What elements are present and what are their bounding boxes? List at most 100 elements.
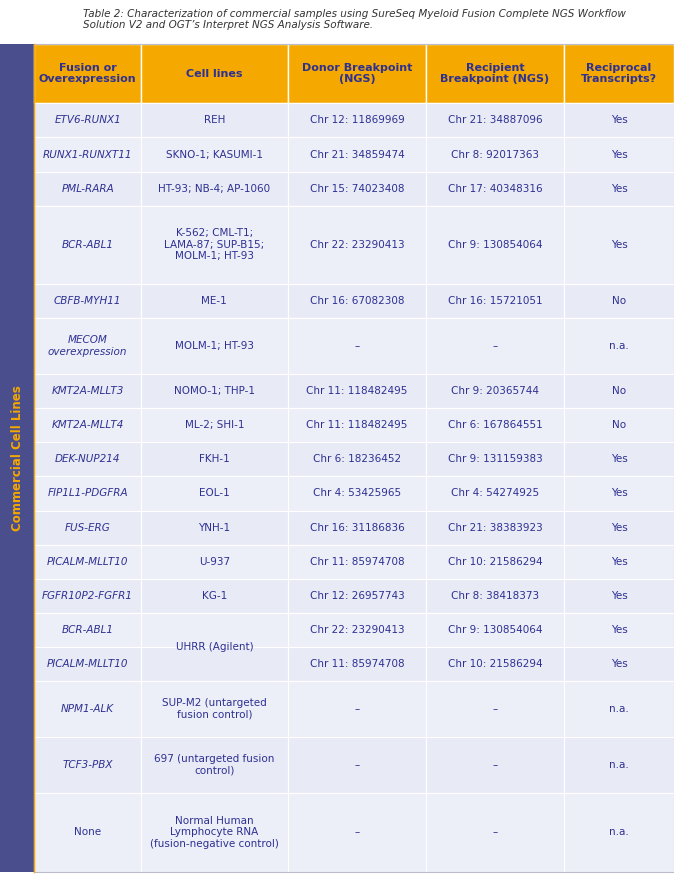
Bar: [564, 172, 674, 206]
Bar: [288, 442, 426, 477]
Bar: [141, 318, 288, 374]
Text: Chr 9: 130854064: Chr 9: 130854064: [448, 625, 543, 635]
Bar: [141, 284, 288, 318]
Bar: [141, 442, 288, 477]
Text: DEK-NUP214: DEK-NUP214: [55, 455, 121, 464]
Bar: [141, 477, 288, 511]
Bar: [141, 612, 288, 646]
Text: Recipient
Breakpoint (NGS): Recipient Breakpoint (NGS): [441, 63, 549, 84]
Text: KG-1: KG-1: [202, 590, 227, 601]
Bar: [564, 284, 674, 318]
Bar: [34, 284, 141, 318]
Bar: [288, 579, 426, 612]
Text: –: –: [355, 704, 359, 714]
Bar: [141, 511, 288, 545]
Text: MECOM
overexpression: MECOM overexpression: [48, 336, 127, 357]
Bar: [141, 206, 288, 284]
Text: –: –: [355, 341, 359, 351]
Bar: [141, 44, 288, 103]
Text: PICALM-MLLT10: PICALM-MLLT10: [47, 659, 128, 668]
Bar: [0, 44, 34, 872]
Bar: [34, 374, 141, 408]
Text: n.a.: n.a.: [609, 704, 629, 714]
Text: Chr 6: 167864551: Chr 6: 167864551: [448, 420, 543, 430]
Text: ETV6-RUNX1: ETV6-RUNX1: [54, 116, 121, 125]
Text: Chr 11: 118482495: Chr 11: 118482495: [306, 386, 408, 396]
Text: MOLM-1; HT-93: MOLM-1; HT-93: [175, 341, 254, 351]
Text: None: None: [74, 828, 101, 837]
Bar: [34, 737, 141, 794]
Bar: [141, 794, 288, 872]
Text: No: No: [612, 386, 626, 396]
Bar: [426, 646, 564, 681]
Bar: [564, 477, 674, 511]
Text: FGFR10P2-FGFR1: FGFR10P2-FGFR1: [42, 590, 133, 601]
Bar: [288, 477, 426, 511]
Bar: [288, 408, 426, 442]
Bar: [564, 138, 674, 172]
Text: BCR-ABL1: BCR-ABL1: [61, 240, 114, 250]
Text: EOL-1: EOL-1: [199, 489, 230, 498]
Bar: [288, 681, 426, 737]
Text: Reciprocal
Transcripts?: Reciprocal Transcripts?: [581, 63, 657, 84]
Text: Chr 12: 26957743: Chr 12: 26957743: [309, 590, 404, 601]
Bar: [34, 103, 141, 138]
Text: Yes: Yes: [611, 150, 627, 159]
Text: Chr 4: 54274925: Chr 4: 54274925: [451, 489, 539, 498]
Bar: [426, 545, 564, 579]
Text: KMT2A-MLLT3: KMT2A-MLLT3: [51, 386, 124, 396]
Text: Yes: Yes: [611, 659, 627, 668]
Bar: [34, 477, 141, 511]
Text: KMT2A-MLLT4: KMT2A-MLLT4: [51, 420, 124, 430]
Text: Chr 10: 21586294: Chr 10: 21586294: [448, 556, 543, 567]
Text: Chr 8: 92017363: Chr 8: 92017363: [451, 150, 539, 159]
Text: ME-1: ME-1: [202, 296, 227, 306]
Bar: [426, 138, 564, 172]
Bar: [34, 172, 141, 206]
Text: –: –: [493, 828, 497, 837]
Bar: [564, 646, 674, 681]
Bar: [141, 103, 288, 138]
Bar: [564, 794, 674, 872]
Text: Chr 11: 85974708: Chr 11: 85974708: [309, 659, 404, 668]
Text: Cell lines: Cell lines: [186, 68, 243, 79]
Bar: [564, 579, 674, 612]
Text: Yes: Yes: [611, 625, 627, 635]
Text: Commercial Cell Lines: Commercial Cell Lines: [11, 385, 24, 531]
Text: FKH-1: FKH-1: [199, 455, 230, 464]
Bar: [288, 374, 426, 408]
Text: Chr 16: 67082308: Chr 16: 67082308: [309, 296, 404, 306]
Bar: [426, 172, 564, 206]
Bar: [34, 579, 141, 612]
Text: Chr 21: 34887096: Chr 21: 34887096: [448, 116, 543, 125]
Bar: [564, 44, 674, 103]
Bar: [34, 794, 141, 872]
Text: No: No: [612, 420, 626, 430]
Text: Chr 17: 40348316: Chr 17: 40348316: [448, 184, 543, 194]
Text: Chr 16: 15721051: Chr 16: 15721051: [448, 296, 543, 306]
Bar: [34, 442, 141, 477]
Text: Chr 8: 38418373: Chr 8: 38418373: [451, 590, 539, 601]
Bar: [288, 794, 426, 872]
Text: Yes: Yes: [611, 489, 627, 498]
Text: NPM1-ALK: NPM1-ALK: [61, 704, 114, 714]
Bar: [141, 646, 288, 681]
Text: Yes: Yes: [611, 184, 627, 194]
Text: Chr 11: 118482495: Chr 11: 118482495: [306, 420, 408, 430]
Bar: [288, 737, 426, 794]
Text: Yes: Yes: [611, 556, 627, 567]
Bar: [564, 442, 674, 477]
Bar: [34, 408, 141, 442]
Text: Chr 21: 38383923: Chr 21: 38383923: [448, 523, 543, 533]
Text: Yes: Yes: [611, 116, 627, 125]
Text: UHRR (Agilent): UHRR (Agilent): [175, 642, 253, 652]
Text: Chr 4: 53425965: Chr 4: 53425965: [313, 489, 401, 498]
Text: Donor Breakpoint
(NGS): Donor Breakpoint (NGS): [302, 63, 412, 84]
Bar: [141, 545, 288, 579]
Bar: [288, 318, 426, 374]
Text: Chr 12: 11869969: Chr 12: 11869969: [309, 116, 404, 125]
Bar: [141, 172, 288, 206]
Bar: [426, 374, 564, 408]
Bar: [288, 545, 426, 579]
Bar: [426, 737, 564, 794]
